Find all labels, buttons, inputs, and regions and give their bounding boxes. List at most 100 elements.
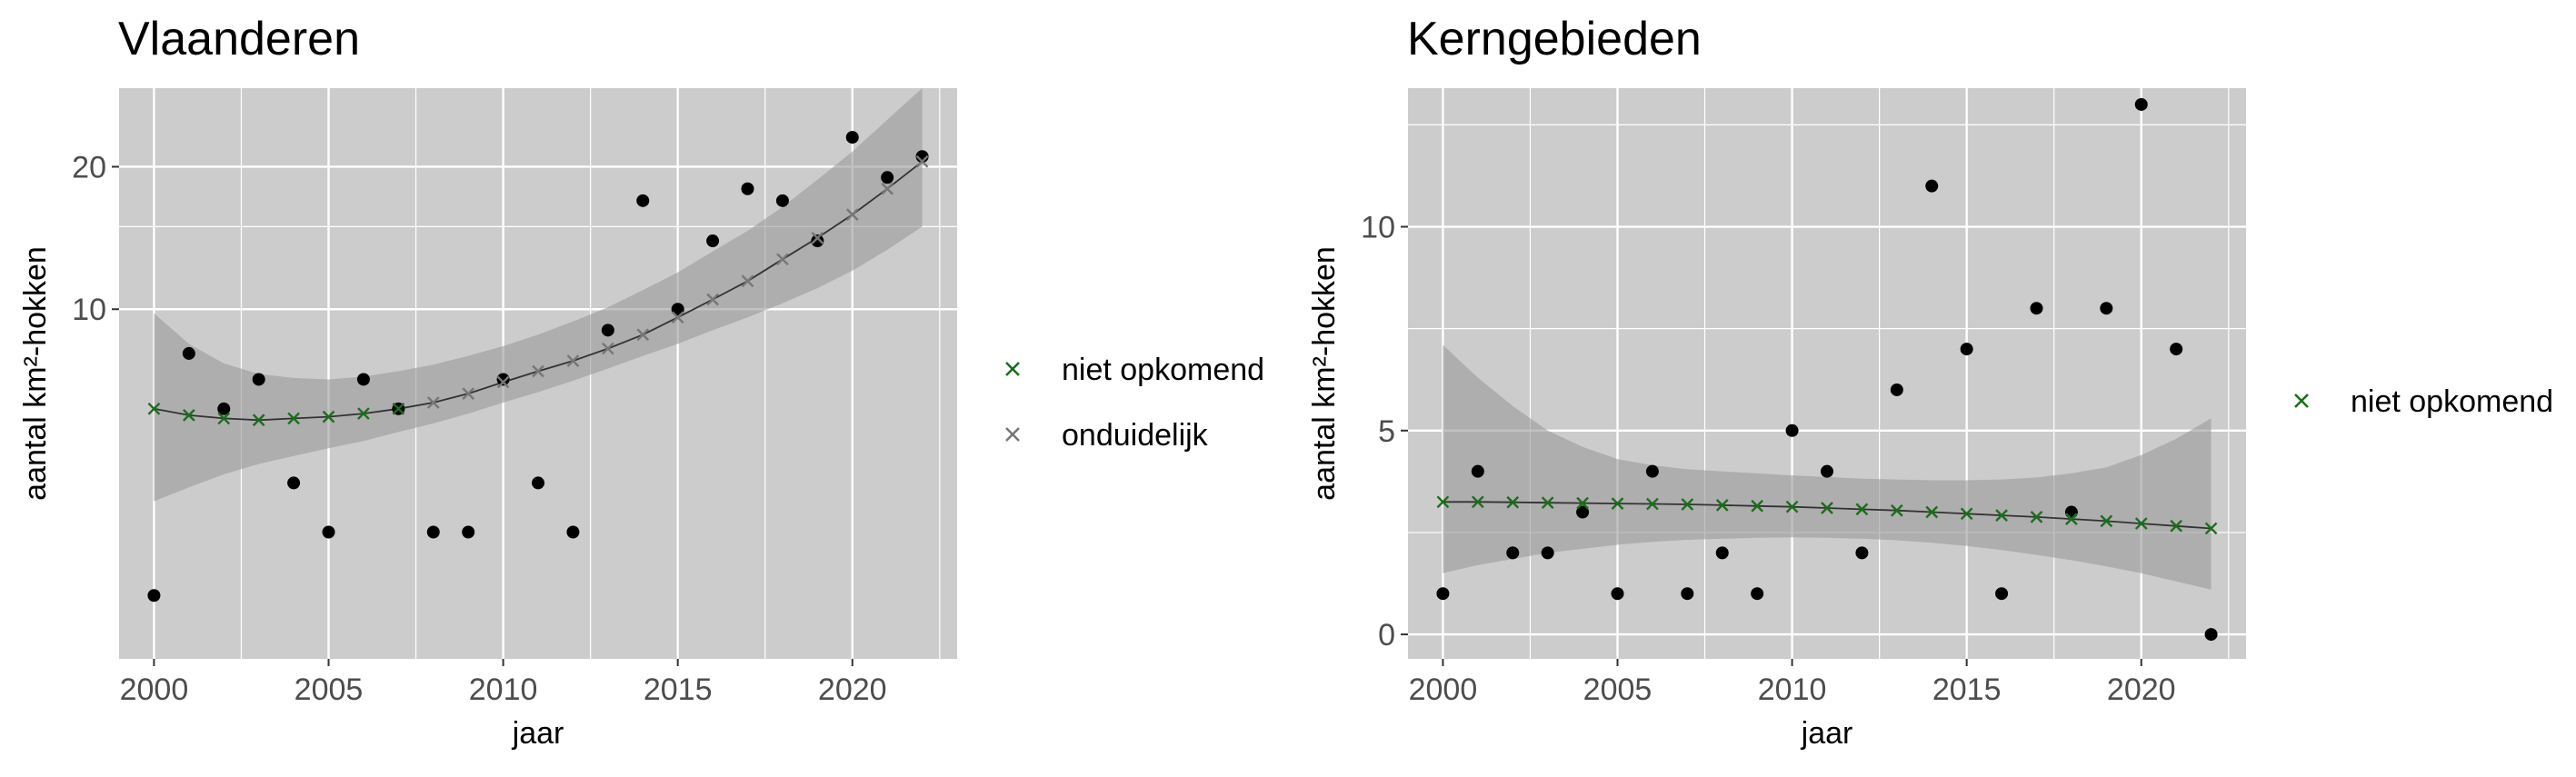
- y-tick-label: 10: [72, 293, 106, 327]
- fitted-marker: [1995, 509, 2008, 522]
- legend-label: niet opkomend: [1062, 353, 1264, 387]
- x-tick-label: 2020: [2107, 672, 2176, 707]
- x-axis-label: jaar: [1801, 716, 1853, 751]
- legend-x-glyph: [1005, 427, 1020, 442]
- x-tick-label: 2005: [295, 672, 364, 707]
- legend-x-marker: [1005, 427, 1020, 442]
- observed-point: [1436, 587, 1450, 601]
- fitted-marker: [462, 387, 475, 400]
- observed-point: [2204, 628, 2218, 642]
- confidence-band-area: [1443, 344, 2212, 590]
- observed-point: [1821, 464, 1833, 478]
- fitted-marker: [1890, 503, 1903, 517]
- observed-point: [1681, 587, 1694, 601]
- fitted-marker: [776, 253, 789, 266]
- observed-point: [532, 476, 544, 490]
- observed-point: [1751, 587, 1764, 601]
- legend: niet opkomend onduidelijk: [1005, 353, 1264, 453]
- fitted-marker: [392, 402, 405, 415]
- observed-point: [881, 171, 894, 184]
- observed-point: [1925, 179, 1939, 193]
- legend-x-glyph: [2294, 393, 2309, 408]
- observed-point: [811, 234, 824, 248]
- confidence-band-area: [154, 88, 923, 502]
- observed-point: [671, 303, 684, 316]
- fitted-marker: [1541, 496, 1554, 510]
- panel-vlaanderen: Vlaanderen 2000 2005 2010 2015 2020 10 20 jaa…: [18, 13, 1264, 751]
- fitted-marker: [881, 182, 894, 195]
- observed-point: [182, 346, 195, 360]
- y-axis-ticks: 10 20: [72, 150, 119, 327]
- legend-item-niet-opkomend: niet opkomend: [1005, 353, 1264, 387]
- fitted-marker: [915, 154, 929, 168]
- fitted-marker: [217, 412, 231, 425]
- grid: [1408, 88, 2246, 659]
- observed-point: [845, 131, 859, 144]
- y-axis-ticks: 0 5 10: [1361, 211, 1408, 652]
- observed-point: [1506, 546, 1520, 560]
- fitted-marker: [636, 328, 650, 342]
- observed-point: [2030, 302, 2043, 315]
- observed-point: [2170, 343, 2183, 356]
- observed-point: [217, 402, 231, 415]
- fitted-marker: [426, 396, 440, 409]
- fitted-marker: [811, 231, 824, 244]
- y-tick-label: 20: [72, 150, 106, 184]
- fitted-marker: [252, 413, 265, 427]
- fitted-marker: [1681, 498, 1694, 511]
- observed-point: [1471, 464, 1484, 478]
- observed-point: [1715, 546, 1729, 560]
- fitted-marker: [1506, 495, 1520, 509]
- fitted-marker: [496, 375, 510, 389]
- observed-point: [426, 525, 440, 539]
- observed-point: [636, 194, 650, 207]
- observed-point: [741, 182, 754, 195]
- fitted-marker: [1715, 499, 1729, 512]
- observed-point: [252, 373, 265, 386]
- panel-kerngebieden: Kerngebieden 2000 2005 2010 2015 2020 0 5 10 j…: [1307, 13, 2553, 751]
- observed-point: [322, 525, 335, 539]
- legend-x-glyph: [1005, 362, 1020, 376]
- x-tick-label: 2020: [818, 672, 887, 707]
- fitted-marker: [1646, 497, 1659, 511]
- fitted-marker: [1855, 503, 1869, 516]
- x-axis-label: jaar: [512, 716, 564, 751]
- observed-point: [566, 525, 580, 539]
- fitted-marker: [287, 412, 300, 425]
- y-tick-label: 5: [1378, 414, 1395, 449]
- observed-point: [462, 525, 475, 539]
- fitted-marker: [1925, 505, 1939, 519]
- x-tick-label: 2000: [120, 672, 189, 707]
- fitted-marker: [671, 311, 684, 324]
- observed-point: [2100, 302, 2113, 315]
- fitted-marker: [1751, 499, 1764, 513]
- fitted-marker: [147, 402, 161, 415]
- plot-area: [1408, 88, 2246, 659]
- x-tick-label: 2005: [1583, 672, 1652, 707]
- observed-point: [601, 324, 614, 337]
- chart-title: Vlaanderen: [118, 13, 360, 65]
- fitted-marker: [1821, 502, 1833, 514]
- observed-point: [706, 234, 720, 248]
- observed-point: [147, 589, 161, 603]
- fitted-marker: [1785, 500, 1799, 513]
- observed-point: [1855, 546, 1869, 560]
- fitted-marker: [532, 364, 544, 378]
- confidence-band: [154, 88, 923, 502]
- fitted-markers: [147, 154, 929, 427]
- y-tick-label: 10: [1361, 211, 1395, 245]
- x-axis-ticks: 2000 2005 2010 2015 2020: [1409, 659, 2176, 707]
- fitted-marker: [2065, 513, 2078, 525]
- y-tick-label: 0: [1378, 618, 1395, 652]
- x-tick-label: 2010: [469, 672, 538, 707]
- observed-points: [147, 131, 929, 603]
- fitted-marker: [2204, 522, 2218, 535]
- observed-point: [1541, 546, 1554, 560]
- observed-point: [775, 194, 789, 207]
- fitted-marker: [741, 274, 754, 288]
- fitted-marker: [845, 208, 859, 221]
- y-axis-label: aantal km²-hokken: [18, 246, 53, 501]
- observed-point: [1785, 423, 1799, 437]
- y-axis-label: aantal km²-hokken: [1307, 246, 1342, 501]
